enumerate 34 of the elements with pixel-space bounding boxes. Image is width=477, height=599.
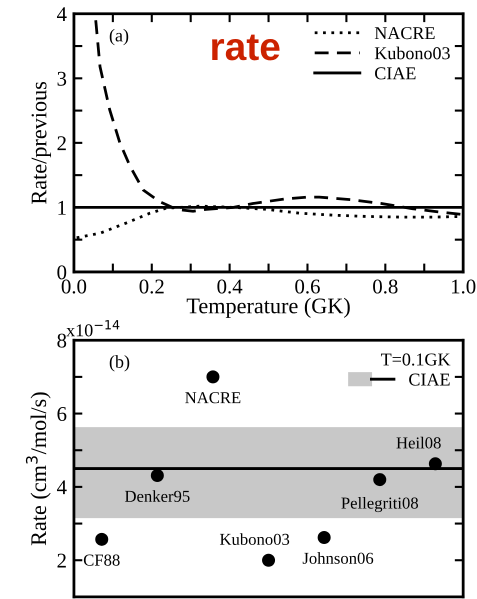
data-label: Kubono03 [220, 533, 290, 545]
legend-label: NACRE [374, 27, 435, 40]
data-label: Heil08 [396, 436, 441, 449]
y-tick-label: 3 [58, 72, 66, 86]
data-label: Pellegriti08 [341, 496, 418, 512]
x-axis-title: Temperature (GK) [186, 298, 350, 318]
y-axis-title: Rate/previous [32, 82, 52, 204]
y-tick-label: 2 [57, 136, 66, 150]
legend-label: CIAE [375, 67, 416, 80]
data-label: Denker95 [124, 490, 190, 502]
y-tick-label: 2 [57, 554, 66, 568]
data-label: CF88 [84, 554, 120, 566]
x-tick-label: 0.2 [140, 279, 164, 294]
x-tick-label: 0.0 [62, 279, 86, 294]
text: x10$^{−14}$ [66, 320, 120, 336]
x-tick-label: 0.6 [295, 279, 320, 294]
x-tick-label: 0.8 [373, 279, 398, 294]
y-tick-label: 0 [57, 265, 66, 280]
y-tick-label: 4 [56, 7, 67, 22]
data-label: Johnson06 [302, 552, 374, 564]
legend-label: Kubono03 [374, 46, 450, 60]
y-tick-label: 4 [56, 480, 67, 494]
x-tick-label: 0.4 [217, 279, 242, 294]
annotation: (b) [110, 355, 130, 372]
legend-title: T=0.1GK [380, 353, 450, 366]
y-tick-label: 1 [58, 200, 66, 215]
legend-label: CIAE [409, 374, 450, 386]
y-tick-label: 6 [57, 407, 66, 421]
annotation: (a) [110, 28, 128, 46]
y-axis-title: Rate (cm$^{3}$/mol/s) [26, 392, 51, 546]
y-tick-label: 8 [57, 334, 66, 348]
data-label: NACRE [185, 392, 240, 404]
x-tick-label: 1.0 [452, 279, 476, 294]
annotation: rate [212, 34, 280, 60]
